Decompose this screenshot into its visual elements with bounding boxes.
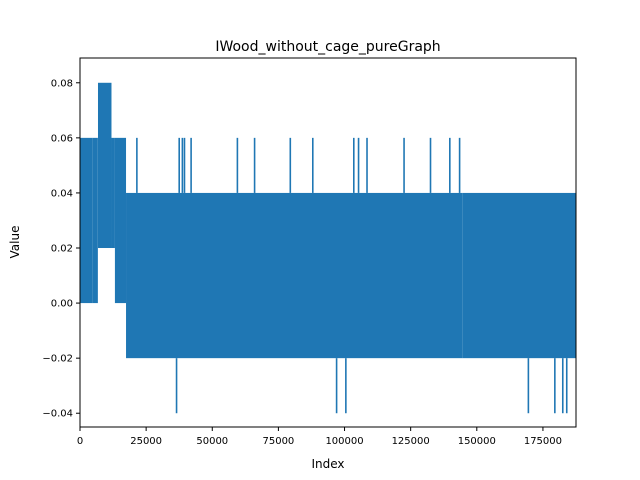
series-segment-3 xyxy=(97,82,112,249)
series-segment-4 xyxy=(111,137,115,249)
y-tick-label: 0.08 xyxy=(51,78,73,89)
x-tick-label: 125000 xyxy=(392,436,430,447)
y-axis: −0.04 −0.02 0.00 0.02 0.04 0.06 0.08 xyxy=(42,78,80,420)
series-segment-5 xyxy=(114,137,127,304)
x-axis-label: Index xyxy=(311,457,344,471)
series-segment-0 xyxy=(80,137,93,304)
x-tick-label: 175000 xyxy=(524,436,562,447)
series-segment-2 xyxy=(97,137,98,304)
x-tick-label: 25000 xyxy=(130,436,162,447)
y-axis-label: Value xyxy=(8,226,22,259)
y-tick-label: 0.06 xyxy=(51,133,73,144)
y-tick-label: −0.02 xyxy=(42,354,73,365)
y-tick-label: 0.00 xyxy=(51,299,73,310)
plot-frame xyxy=(79,57,577,428)
plot-area xyxy=(80,82,576,414)
x-tick-label: 150000 xyxy=(458,436,496,447)
y-tick-label: 0.02 xyxy=(51,244,73,255)
series-segment-7 xyxy=(462,192,576,359)
x-tick-label: 75000 xyxy=(262,436,294,447)
x-tick-label: 50000 xyxy=(196,436,228,447)
x-tick-label: 0 xyxy=(77,436,83,447)
series-segment-1 xyxy=(92,137,98,304)
y-tick-label: 0.04 xyxy=(51,188,73,199)
x-axis: 0 25000 50000 75000 100000 125000 150000 175000 xyxy=(77,427,562,447)
y-tick-label: −0.04 xyxy=(42,409,73,420)
chart-title: IWood_without_cage_pureGraph xyxy=(215,39,440,55)
series-segment-6 xyxy=(126,192,463,359)
x-tick-label: 100000 xyxy=(325,436,363,447)
